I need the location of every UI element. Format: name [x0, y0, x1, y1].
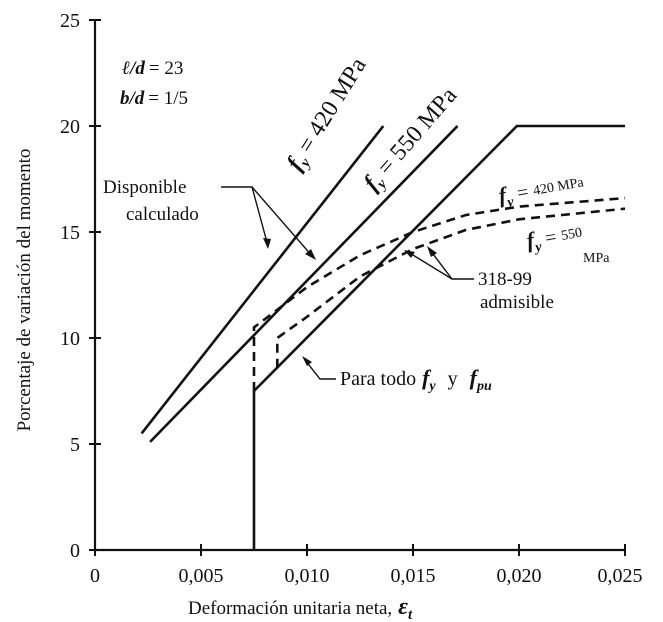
solid-420-rest: = 420 MPa: [290, 53, 372, 163]
disponible-label: Disponible: [103, 177, 186, 198]
parameters: ℓ/d = 23 b/d = 1/5: [120, 58, 188, 109]
bd-value: = 1/5: [148, 88, 188, 109]
disponible-arrowhead-2: [305, 249, 316, 260]
ld-parameter: ℓ/d = 23: [122, 58, 183, 79]
bd-parameter: b/d = 1/5: [120, 88, 188, 109]
para-todo-fy: f: [422, 365, 432, 390]
dashed-420-val: 420 MPa: [532, 175, 586, 199]
y-axis-title: Porcentaje de variación del momento: [14, 149, 35, 432]
para-todo-leader: [304, 359, 336, 380]
ld-value: = 23: [149, 58, 183, 79]
para-todo-arrowhead: [302, 356, 312, 366]
x-tick-label-0-015: 0,015: [391, 565, 436, 587]
x-axis-epsilon: ε: [398, 594, 408, 620]
y-tick-label-0: 0: [70, 540, 80, 562]
x-axis-title: Deformación unitaria neta, εt: [188, 594, 413, 622]
para-todo-text: Para todo: [340, 368, 416, 390]
series-layer: [140, 124, 626, 550]
y-tick-label-10: 10: [60, 328, 80, 350]
series-2-solid-line: [252, 124, 625, 550]
para-todo-fy-sub: y: [427, 379, 436, 394]
dashed-420-sub: y: [504, 195, 515, 211]
admisible-arrowhead-2: [404, 250, 415, 258]
y-tick-label-20: 20: [60, 116, 80, 138]
solid-550-label: fy = 550 MPa: [359, 82, 465, 198]
admisible-arrowhead-1: [427, 246, 437, 257]
code-318-label: 318-99: [478, 269, 532, 290]
admisible-leader: [429, 249, 474, 280]
para-todo-annotation: Para todo fy y fpu: [302, 356, 492, 394]
para-todo-y: y: [448, 368, 458, 390]
axes: [93, 20, 625, 552]
x-axis-title-text: Deformación unitaria neta,: [188, 598, 392, 619]
dashed-550-val: 550: [560, 226, 583, 244]
series-4-dashed-line: [275, 207, 626, 368]
x-tick-label-0-020: 0,020: [497, 565, 542, 587]
bd-label: b/d: [120, 88, 145, 109]
para-todo-fpu-sub: pu: [476, 379, 492, 394]
series-0-solid-line: [140, 125, 385, 435]
x-tick-label-0-010: 0,010: [285, 565, 330, 587]
solid-420-label: fy = 420 MPa: [282, 53, 374, 177]
y-tick-labels: 0 5 10 15 20 25: [60, 10, 80, 562]
x-tick-label-0-025: 0,025: [598, 565, 643, 587]
dashed-550-sub: y: [532, 240, 543, 256]
x-tick-label-0-005: 0,005: [179, 565, 224, 587]
ticks: [89, 19, 626, 556]
dashed-550-label: fy = 550: [525, 219, 585, 257]
series-1-solid-line: [149, 125, 459, 443]
disponible-leader: [221, 186, 269, 247]
y-tick-label-15: 15: [60, 222, 80, 244]
dashed-550-unit: MPa: [583, 251, 610, 266]
admisible-annotation: 318-99 admisible: [404, 246, 554, 313]
y-tick-label-25: 25: [60, 10, 80, 32]
x-tick-labels: 0 0,005 0,010 0,015 0,020 0,025: [90, 565, 643, 587]
series-3-dashed-line: [252, 196, 626, 391]
disponible-arrowhead-1: [263, 238, 271, 249]
x-axis-epsilon-sub: t: [408, 607, 413, 622]
disponible-leader-2: [251, 186, 314, 258]
x-tick-label-0: 0: [90, 565, 100, 587]
ld-label: ℓ/d: [122, 58, 145, 79]
disponible-annotation: Disponible calculado: [103, 177, 316, 260]
y-tick-label-5: 5: [70, 434, 80, 456]
para-todo-fpu: f: [470, 365, 480, 390]
para-todo-label: Para todo fy y fpu: [340, 365, 492, 394]
dashed-550-eq: =: [538, 225, 563, 250]
admisible-label: admisible: [480, 292, 554, 313]
admisible-leader-2: [407, 251, 453, 280]
dashed-420-eq: =: [510, 180, 535, 205]
calculado-label: calculado: [126, 204, 199, 225]
